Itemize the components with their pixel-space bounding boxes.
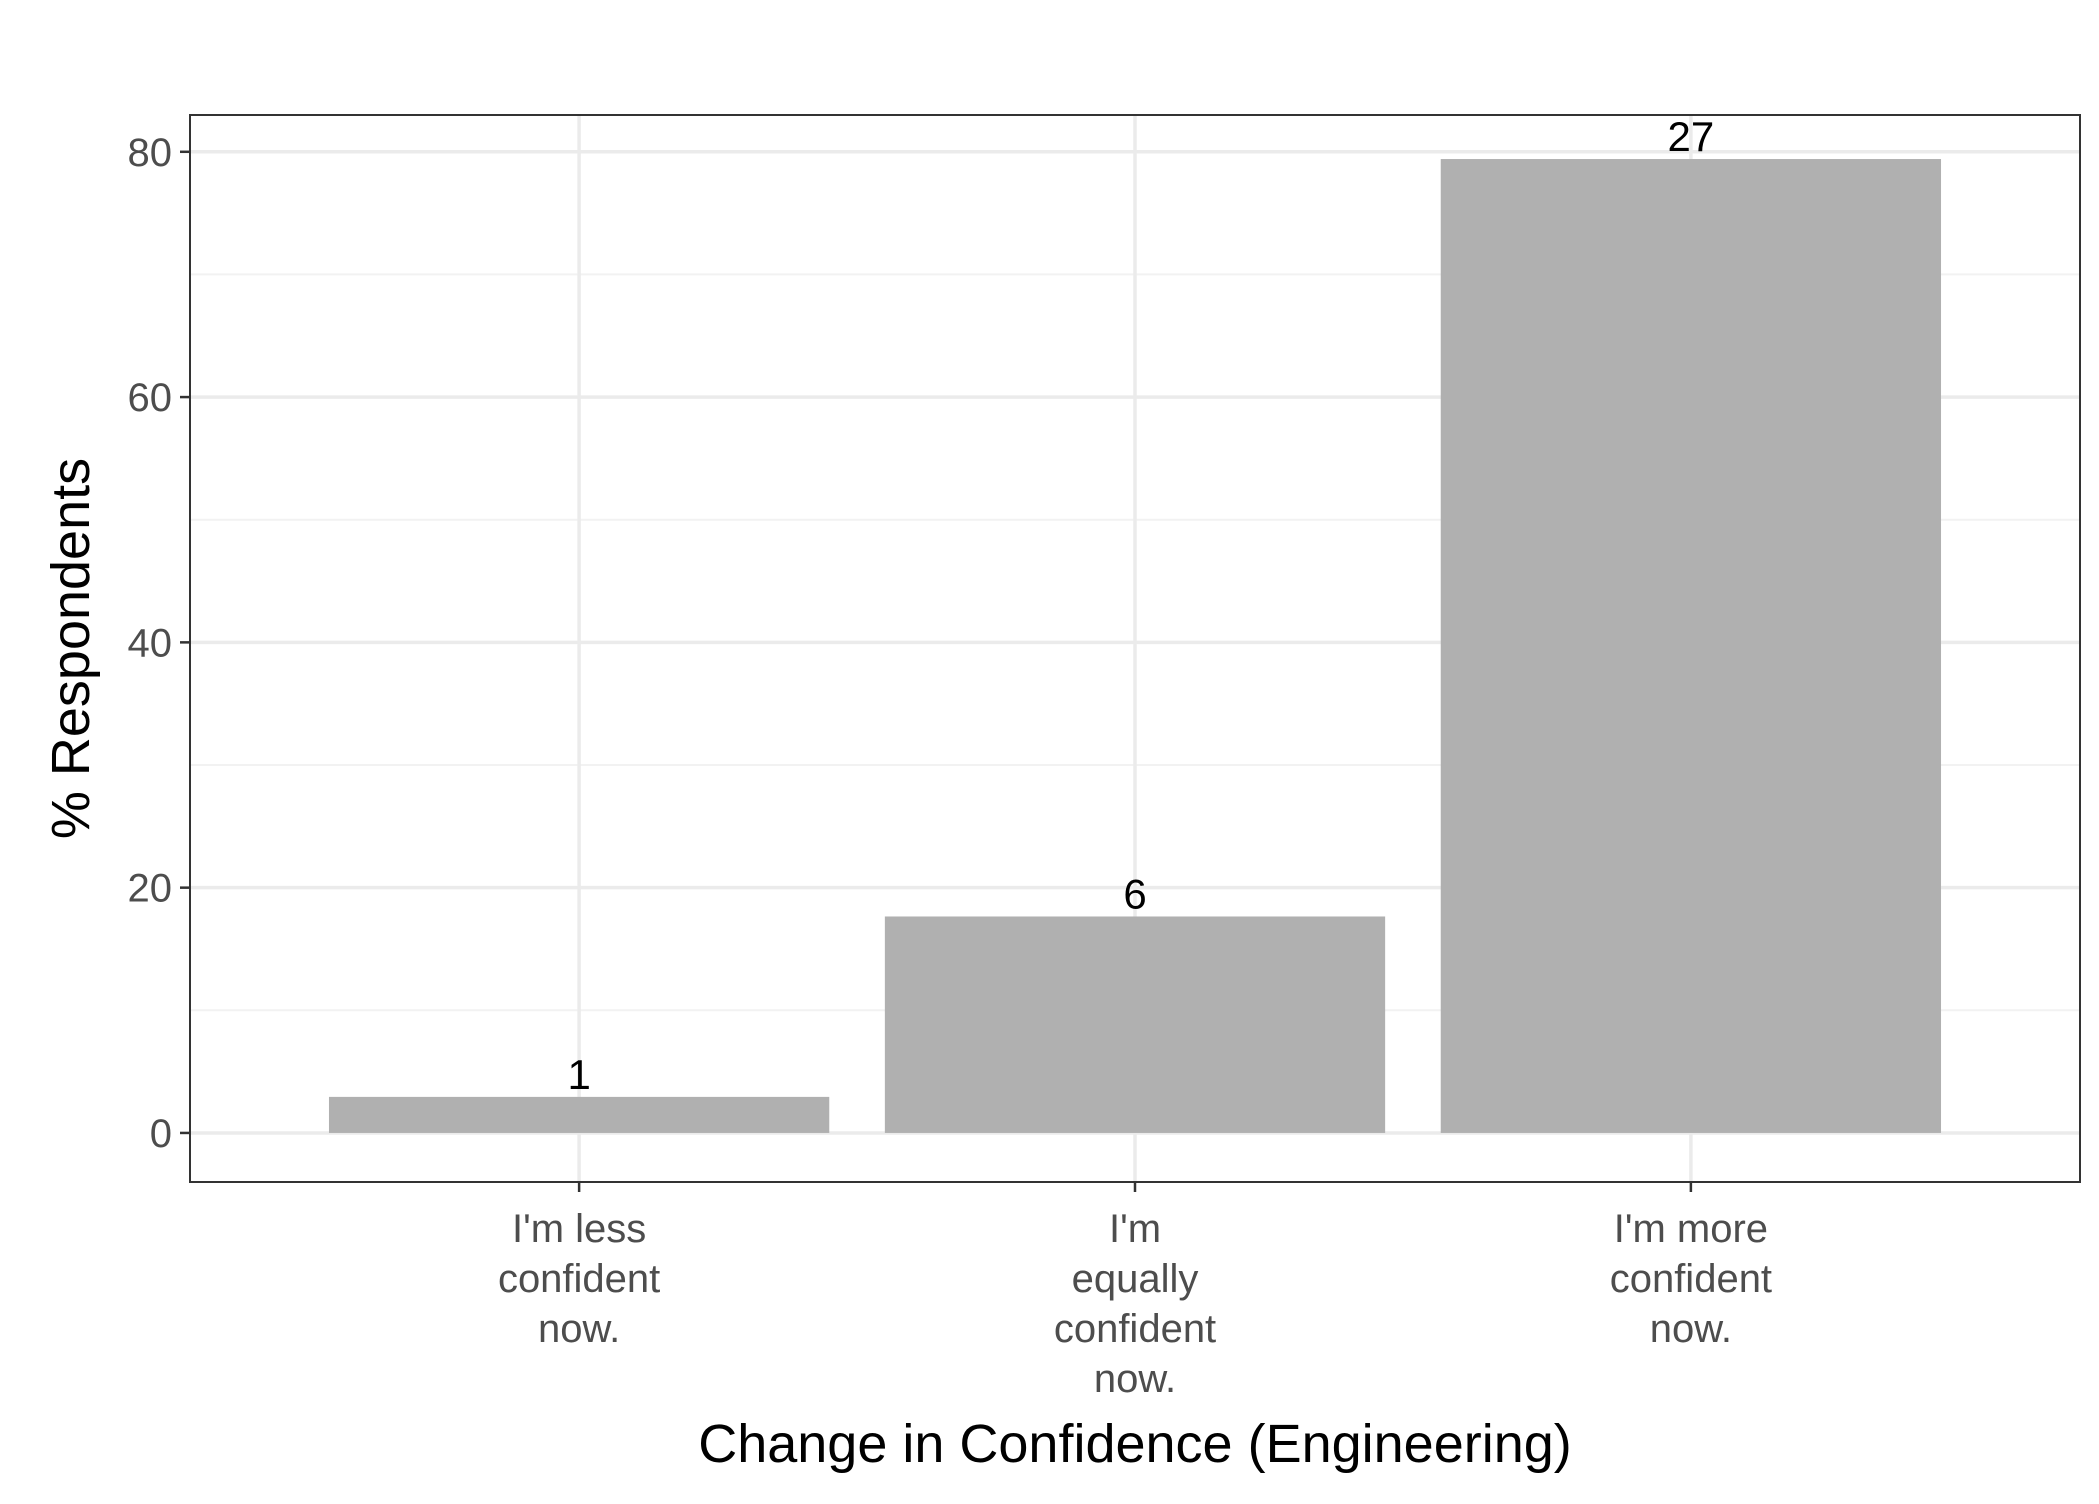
bar bbox=[328, 1096, 830, 1133]
x-tick-label: I'm more confident now. bbox=[1610, 1207, 1772, 1351]
x-axis-title: Change in Confidence (Engineering) bbox=[698, 1414, 1572, 1474]
x-tick-label: I'm less confident now. bbox=[498, 1207, 660, 1351]
data-label: 6 bbox=[1123, 870, 1146, 917]
y-tick-label: 20 bbox=[128, 867, 173, 911]
y-tick-label: 80 bbox=[128, 131, 173, 175]
x-axis: I'm less confident now. I'm equally confident… bbox=[498, 1182, 1772, 1401]
bar bbox=[884, 916, 1386, 1133]
y-tick-label: 0 bbox=[150, 1112, 172, 1156]
x-tick-label: I'm equally confident now. bbox=[1054, 1207, 1216, 1401]
bar bbox=[1440, 159, 1942, 1133]
y-axis-title: % Respondents bbox=[41, 458, 101, 839]
y-tick-label: 60 bbox=[128, 376, 173, 420]
data-label: 27 bbox=[1668, 113, 1715, 160]
bars-layer bbox=[328, 159, 1942, 1133]
y-axis: 0 20 40 60 80 bbox=[128, 131, 190, 1156]
y-tick-label: 40 bbox=[128, 621, 173, 665]
data-label: 1 bbox=[567, 1051, 590, 1098]
